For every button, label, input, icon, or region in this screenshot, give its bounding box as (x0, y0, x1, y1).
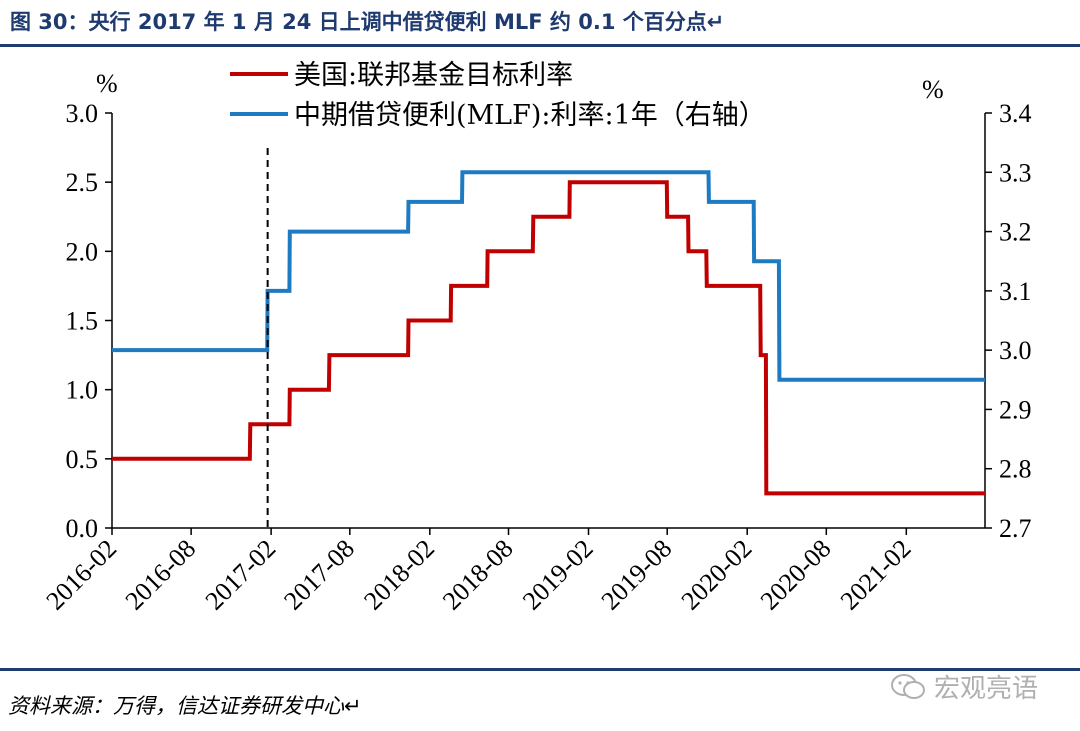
left-tick-label: 1.0 (66, 376, 99, 405)
x-tick-label: 2016-08 (120, 534, 202, 616)
right-tick-label: 3.4 (999, 99, 1032, 128)
right-tick-label: 2.8 (999, 455, 1032, 484)
left-tick-label: 2.0 (66, 237, 99, 266)
top-rule (0, 44, 1080, 47)
x-tick-label: 2017-02 (200, 534, 282, 616)
x-tick-label: 2020-08 (755, 534, 837, 616)
x-tick-label: 2018-08 (437, 534, 519, 616)
x-tick-label: 2016-02 (40, 534, 122, 616)
watermark: 宏观亮语 (890, 668, 1038, 705)
x-tick-label: 2020-02 (676, 534, 758, 616)
left-tick-label: 2.5 (66, 168, 99, 197)
series-layer (112, 170, 985, 496)
legend-label: 中期借贷便利(MLF):利率:1年（右轴） (294, 100, 766, 131)
bottom-rule (0, 668, 1080, 671)
watermark-text: 宏观亮语 (934, 674, 1039, 704)
legend-label: 美国:联邦基金目标利率 (294, 60, 573, 91)
right-tick-label: 2.9 (999, 395, 1032, 424)
wechat-icon (891, 673, 925, 699)
right-tick-label: 3.3 (999, 158, 1032, 187)
x-tick-label: 2019-08 (596, 534, 678, 616)
left-tick-label: 0.0 (66, 514, 99, 543)
right-axis-unit: % (922, 75, 944, 104)
series-line-us-fed-rate (112, 180, 985, 496)
chart-title: 图 30：央行 2017 年 1 月 24 日上调中借贷便利 MLF 约 0.1… (10, 10, 725, 34)
x-tick-label: 2018-02 (358, 534, 440, 616)
left-axis-unit: % (96, 69, 118, 98)
x-tick-label: 2021-02 (835, 534, 917, 616)
source-note: 资料来源：万得，信达证券研发中心↵ (8, 694, 362, 718)
left-tick-label: 1.5 (66, 307, 99, 336)
right-tick-label: 3.0 (999, 336, 1032, 365)
left-tick-label: 3.0 (66, 99, 99, 128)
x-tick-label: 2017-08 (278, 534, 360, 616)
left-tick-label: 0.5 (66, 445, 99, 474)
right-tick-label: 3.1 (999, 277, 1032, 306)
series-line-mlf-rate (112, 170, 985, 382)
right-tick-label: 3.2 (999, 218, 1032, 247)
axes: 0.0 0.5 1.0 1.5 2.0 2.5 3.0 2.7 2.8 2.9 3.0 3.1 3.2 3… (40, 69, 1031, 616)
x-tick-label: 2019-02 (517, 534, 599, 616)
right-tick-label: 2.7 (999, 514, 1032, 543)
